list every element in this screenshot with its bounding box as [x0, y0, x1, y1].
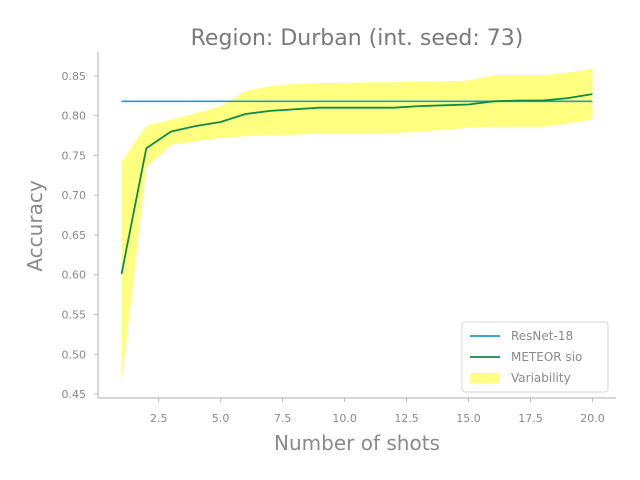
plot-area — [120, 68, 593, 384]
legend-label-variability: Variability — [511, 371, 571, 385]
y-tick-label: 0.60 — [62, 269, 87, 282]
x-tick-label: 2.5 — [150, 412, 168, 425]
legend-swatch-variability — [470, 373, 500, 383]
x-tick-label: 17.5 — [518, 412, 543, 425]
x-tick-label: 15.0 — [456, 412, 481, 425]
x-tick-label: 7.5 — [274, 412, 292, 425]
y-tick-label: 0.80 — [62, 110, 87, 123]
x-axis-label: Number of shots — [274, 431, 440, 455]
x-tick-label: 20.0 — [580, 412, 605, 425]
y-tick-label: 0.55 — [62, 308, 87, 321]
y-tick-label: 0.75 — [62, 149, 87, 162]
legend-label-resnet-18: ResNet-18 — [511, 329, 573, 343]
chart-title: Region: Durban (int. seed: 73) — [191, 26, 524, 51]
x-tick-label: 10.0 — [332, 412, 357, 425]
legend: ResNet-18 METEOR sio Variability — [461, 321, 609, 393]
legend-items: ResNet-18 METEOR sio Variability — [470, 329, 582, 385]
meteor-sio-line — [120, 93, 593, 275]
y-tick-label: 0.65 — [62, 229, 87, 242]
y-tick-label: 0.70 — [62, 189, 87, 202]
y-tick-label: 0.50 — [62, 348, 87, 361]
y-tick-label: 0.85 — [62, 70, 87, 83]
y-tick-label: 0.45 — [62, 388, 87, 401]
x-tick-label: 12.5 — [394, 412, 419, 425]
legend-label-meteor-sio: METEOR sio — [511, 350, 582, 364]
x-tick-label: 5.0 — [212, 412, 230, 425]
x-axis-ticks: 2.5 5.0 7.5 10.0 12.5 15.0 17.5 20.0 — [150, 398, 605, 425]
y-axis-label: Accuracy — [23, 180, 47, 271]
y-axis-ticks: 0.45 0.50 0.55 0.60 0.65 0.70 0.75 0.80 0.85 — [62, 70, 98, 401]
